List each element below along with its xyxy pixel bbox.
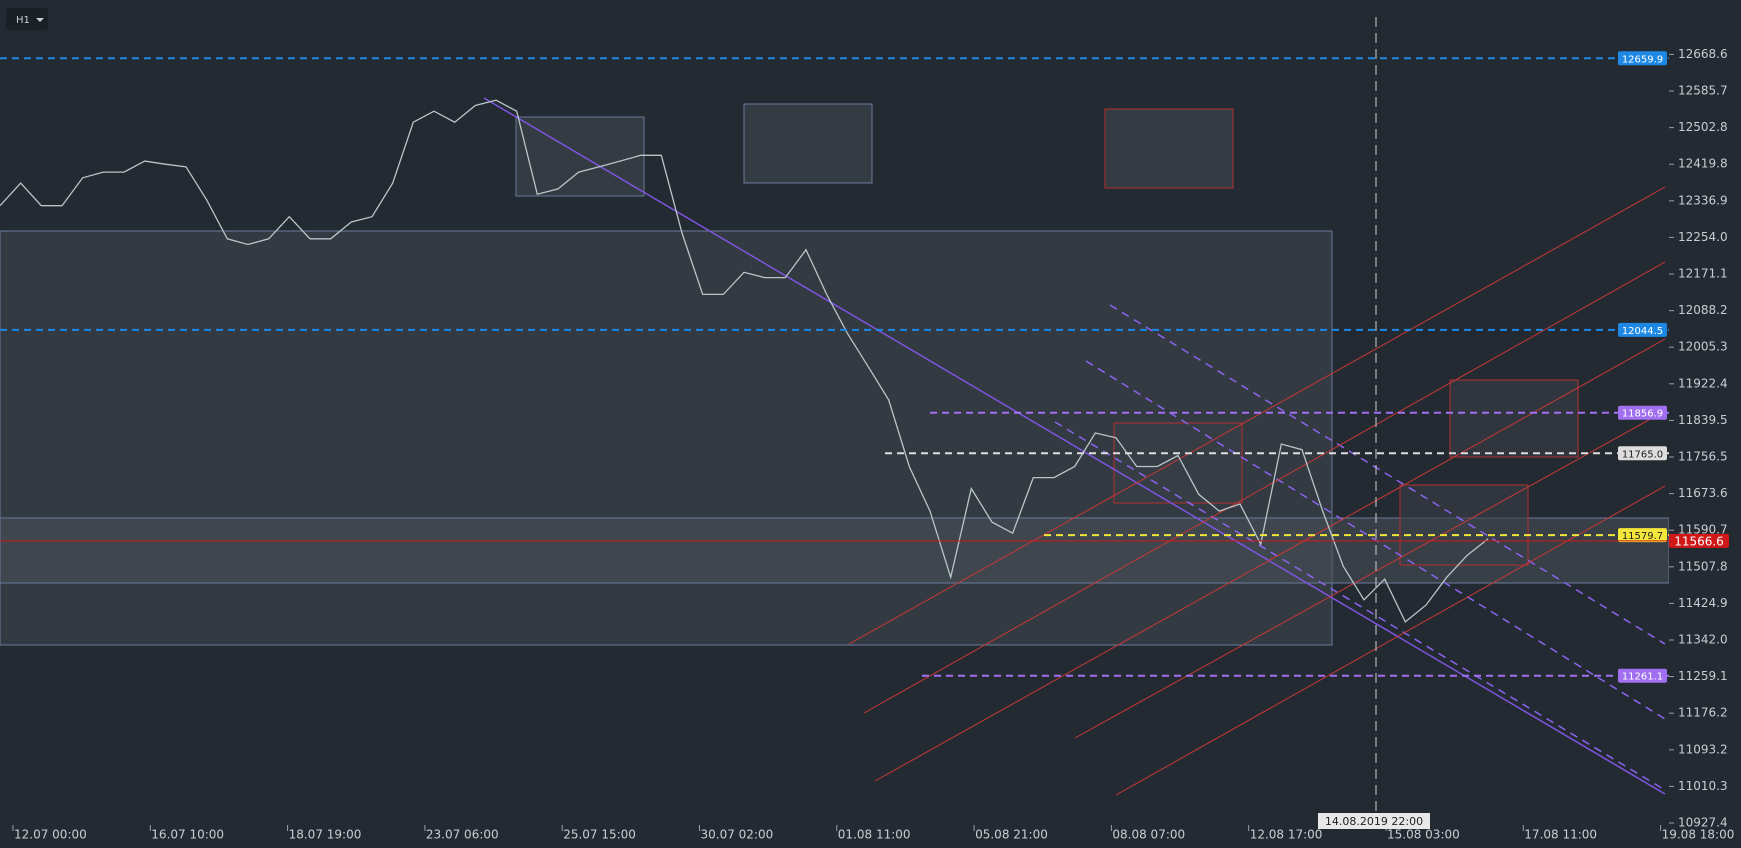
timeframe-selector[interactable]: H1 [6,8,48,30]
price-tag [1618,322,1667,337]
x-tick-label: 18.07 19:00 [289,828,362,842]
y-tick-label: 12668.6 [1678,47,1728,61]
price-tag [1669,533,1729,548]
price-tag-label: 12659.9 [1622,54,1663,65]
y-tick-label: 12419.8 [1678,157,1728,171]
y-tick-label: 11176.2 [1678,706,1728,720]
price-tag-label: 12044.5 [1622,326,1663,337]
price-tag [1618,51,1667,66]
channel-line [1054,421,1666,791]
y-tick-label: 12254.0 [1678,230,1728,244]
y-tick-label: 12005.3 [1678,340,1728,354]
channel-line [1085,360,1666,720]
price-tag [1618,446,1667,461]
drawings [0,97,1670,796]
x-tick-label: 17.08 11:00 [1524,828,1597,842]
price-tag [1618,528,1667,543]
channel-lines [1054,304,1666,791]
crosshair-tag [1318,813,1430,829]
x-tick-label: 23.07 06:00 [426,828,499,842]
y-tick-label: 12585.7 [1678,84,1728,98]
y-tick-label: 11010.3 [1678,779,1728,793]
price-tag [1618,668,1667,683]
channel-line [1109,304,1666,645]
price-tag-label: 11765.0 [1622,449,1663,460]
dropdown-arrow [36,18,44,22]
price-tag-label: 11579.7 [1622,531,1663,542]
x-tick-label: 15.08 03:00 [1387,828,1460,842]
y-tick-label: 11342.0 [1678,632,1728,646]
x-tick-label: 25.07 15:00 [563,828,636,842]
y-tick-label: 11839.5 [1678,413,1728,427]
price-axis [1669,0,1741,848]
trend-line [483,97,1666,795]
y-tick-label: 11424.9 [1678,596,1728,610]
x-tick-label: 12.08 17:00 [1250,828,1323,842]
x-tick-label: 16.07 10:00 [151,828,224,842]
crosshair-label: 14.08.2019 22:00 [1325,815,1423,828]
price-tag-label: 11566.6 [1674,534,1724,548]
y-tick-label: 12171.1 [1678,267,1728,281]
pitchfork-line [863,261,1666,714]
y-tick-label: 11590.7 [1678,523,1728,537]
y-tick-label: 11259.1 [1678,669,1728,683]
x-tick-label: 30.07 02:00 [701,828,774,842]
pitchfork-line [1074,410,1666,739]
x-tick-label: 08.08 07:00 [1112,828,1185,842]
y-tick-label: 11507.8 [1678,559,1728,573]
y-tick-label: 10927.4 [1678,816,1728,830]
price-tag [1618,405,1667,420]
pitchfork-line [1115,485,1666,796]
pitchfork-line [848,186,1666,645]
zone-box [743,103,873,184]
y-tick-label: 12088.2 [1678,303,1728,317]
y-tick-label: 11093.2 [1678,742,1728,756]
y-tick-label: 11922.4 [1678,376,1728,390]
zone-box [1399,484,1529,566]
x-tick-label: 12.07 00:00 [14,828,87,842]
y-tick-label: 12502.8 [1678,120,1728,134]
price-tag-label: 11261.1 [1622,672,1663,683]
x-tick-label: 05.08 21:00 [975,828,1048,842]
x-tick-label: 01.08 11:00 [838,828,911,842]
y-tick-label: 12336.9 [1678,193,1728,207]
price-tag-label: 11856.9 [1622,409,1663,420]
timeframe-button[interactable] [6,8,48,30]
x-tick-label: 19.08 18:00 [1662,828,1735,842]
y-tick-label: 11673.6 [1678,486,1728,500]
price-line [0,99,1489,623]
zone-box [1449,379,1579,458]
zone-box [1104,108,1234,189]
y-tick-label: 11756.5 [1678,450,1728,464]
timeframe-label: H1 [16,15,30,26]
